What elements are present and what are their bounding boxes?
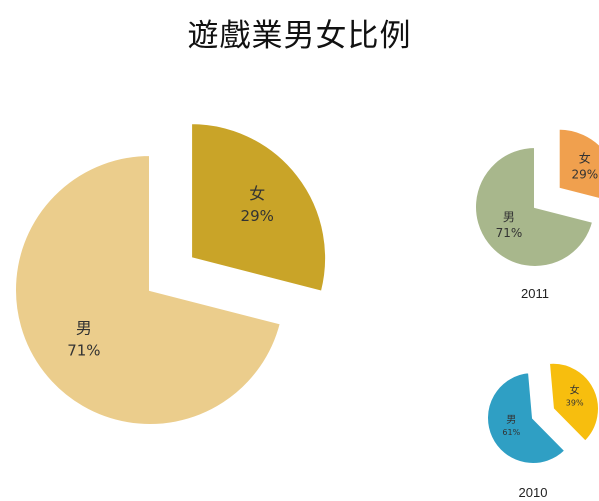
slice-percent-2011-male: 71% <box>496 226 523 240</box>
slice-label-2011-male: 男 <box>503 210 515 224</box>
pie-slice-main-male <box>14 153 282 426</box>
slice-percent-main-female: 29% <box>241 207 274 225</box>
pie-chart-2010: 女 39% 男 61% 2010 <box>486 361 599 500</box>
slice-label-main-male: 男 <box>76 318 92 337</box>
slice-percent-main-male: 71% <box>67 341 100 359</box>
slice-label-2010-male: 男 <box>506 414 516 426</box>
pie-chart-2011: 女 29% 男 71% 2011 <box>474 127 599 301</box>
pie-slice-2011-male <box>474 145 595 268</box>
slice-label-2011-female: 女 <box>579 150 591 165</box>
pie-chart-main: 女 29% 男 71% <box>14 122 328 426</box>
pie-slice-main-female <box>190 122 328 293</box>
slice-label-main-female: 女 <box>249 184 265 203</box>
chart-title: 遊戲業男女比例 <box>187 18 412 54</box>
slice-percent-2011-female: 29% <box>571 167 598 181</box>
pie-slice-2010-male <box>486 371 567 465</box>
year-label-2010: 2010 <box>519 485 548 500</box>
pie-slice-2010-female <box>547 361 599 443</box>
slice-percent-2010-female: 39% <box>566 399 584 408</box>
slice-percent-2010-male: 61% <box>502 428 520 437</box>
slice-label-2010-female: 女 <box>570 384 580 397</box>
year-label-2011: 2011 <box>521 286 549 301</box>
pie-slice-2011-female <box>557 127 599 200</box>
